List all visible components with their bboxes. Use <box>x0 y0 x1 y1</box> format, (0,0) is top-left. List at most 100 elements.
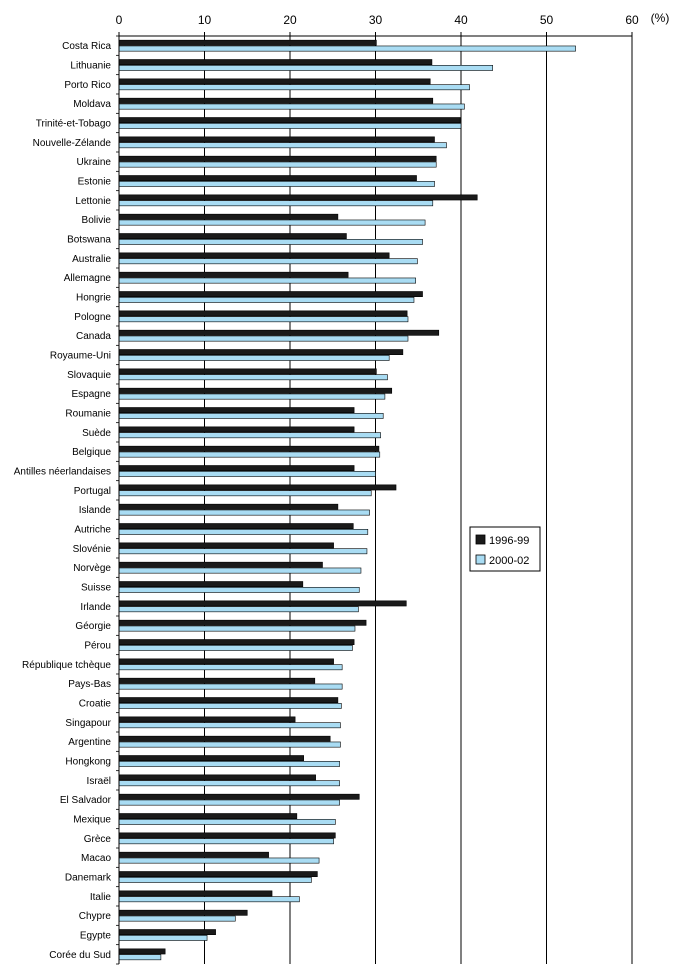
bar-1996-99 <box>118 329 440 336</box>
category-label: Pologne <box>74 312 111 323</box>
bar-2000-02 <box>118 84 470 91</box>
category-label: Canada <box>76 331 111 342</box>
bar-1996-99 <box>118 465 355 471</box>
bar-2000-02 <box>118 354 390 361</box>
bar-1996-99 <box>118 97 434 104</box>
bar-1996-99 <box>118 581 304 587</box>
bar-2000-02 <box>118 857 320 864</box>
bar-2000-02 <box>118 567 362 574</box>
category-label: Costa Rica <box>62 41 111 52</box>
bar-2000-02 <box>118 374 388 381</box>
category-label: Slovaquie <box>67 370 111 381</box>
bar-2000-02 <box>118 412 384 419</box>
x-tick-label: 10 <box>198 13 212 27</box>
bar-1996-99 <box>118 310 408 317</box>
bar-2000-02 <box>118 799 340 806</box>
bar-2000-02 <box>118 161 437 168</box>
bar-1996-99 <box>118 639 355 645</box>
bar-2000-02 <box>118 954 162 961</box>
bar-1996-99 <box>118 155 437 162</box>
bar-2000-02 <box>118 393 386 400</box>
bar-1996-99 <box>118 735 331 742</box>
bar-1996-99 <box>118 832 336 839</box>
category-label: Bolivie <box>82 215 112 226</box>
bar-1996-99 <box>118 503 339 510</box>
bar-1996-99 <box>118 561 323 568</box>
bar-2000-02 <box>118 432 381 439</box>
category-label: Royaume-Uni <box>50 351 111 362</box>
bar-2000-02 <box>118 586 360 593</box>
bar-1996-99 <box>118 194 478 201</box>
bar-2000-02 <box>118 123 462 129</box>
tick-labels: 0 10 20 30 40 50 60 <box>116 13 639 27</box>
bar-2000-02 <box>118 219 426 226</box>
bar-1996-99 <box>118 387 393 394</box>
legend-swatch-1996-99 <box>475 534 486 545</box>
category-label: Islande <box>79 505 112 516</box>
category-label: Espagne <box>72 389 112 400</box>
bar-1996-99 <box>118 78 431 85</box>
bar-2000-02 <box>118 625 356 632</box>
category-label: Israël <box>87 776 111 787</box>
unit-label: (%) <box>651 11 670 25</box>
category-label: Egypte <box>80 931 112 942</box>
bar-2000-02 <box>118 258 418 265</box>
axes <box>116 32 633 965</box>
bar-2000-02 <box>118 239 423 245</box>
bar-1996-99 <box>118 368 377 375</box>
bar-1996-99 <box>118 426 355 433</box>
category-label: Lithuanie <box>70 61 111 72</box>
bar-1996-99 <box>118 929 216 935</box>
category-label: Norvège <box>73 563 111 574</box>
bar-1996-99 <box>118 484 397 491</box>
bar-1996-99 <box>118 523 354 529</box>
category-label: Portugal <box>74 486 111 497</box>
bar-1996-99 <box>118 890 273 897</box>
bar-2000-02 <box>118 470 376 477</box>
category-label: Grèce <box>84 834 112 845</box>
category-label: Lettonie <box>75 196 111 207</box>
category-label: Géorgie <box>75 621 111 632</box>
bar-1996-99 <box>118 271 349 278</box>
x-tick-label: 50 <box>540 13 554 27</box>
bar-1996-99 <box>118 677 316 684</box>
bar-2000-02 <box>118 934 208 941</box>
bar-1996-99 <box>118 175 417 181</box>
bar-2000-02 <box>118 838 334 845</box>
bar-2000-02 <box>118 896 300 903</box>
bar-2000-02 <box>118 509 370 516</box>
bar-2000-02 <box>118 142 447 149</box>
bar-2000-02 <box>118 181 435 187</box>
bar-2000-02 <box>118 683 343 690</box>
bar-1996-99 <box>118 39 377 46</box>
bar-1996-99 <box>118 445 380 452</box>
x-tick-label: 40 <box>454 13 468 27</box>
bar-2000-02 <box>118 296 415 303</box>
bar-2000-02 <box>118 277 416 284</box>
bar-1996-99 <box>118 117 461 123</box>
bar-1996-99 <box>118 755 304 761</box>
bar-2000-02 <box>118 664 343 671</box>
bar-2000-02 <box>118 606 359 613</box>
category-label: Allemagne <box>64 273 112 284</box>
bar-1996-99 <box>118 697 339 703</box>
bar-1996-99 <box>118 948 166 955</box>
category-label: Botswana <box>67 235 111 246</box>
bar-1996-99 <box>118 774 316 781</box>
category-label: Danemark <box>65 873 112 884</box>
category-label: Ukraine <box>77 157 112 168</box>
category-label: Hongrie <box>76 293 111 304</box>
bar-2000-02 <box>118 818 336 825</box>
bar-1996-99 <box>118 793 360 800</box>
category-label: Belgique <box>72 447 111 458</box>
category-label: République tchèque <box>22 660 111 671</box>
legend-label-1996-99: 1996-99 <box>489 535 529 547</box>
category-label: Suède <box>82 428 111 439</box>
legend-label-2000-02: 2000-02 <box>489 555 529 567</box>
bar-1996-99 <box>118 813 298 819</box>
category-label: Corée du Sud <box>49 950 111 961</box>
bar-1996-99 <box>118 291 423 297</box>
category-label: Pérou <box>84 641 111 652</box>
x-tick-label: 30 <box>369 13 383 27</box>
